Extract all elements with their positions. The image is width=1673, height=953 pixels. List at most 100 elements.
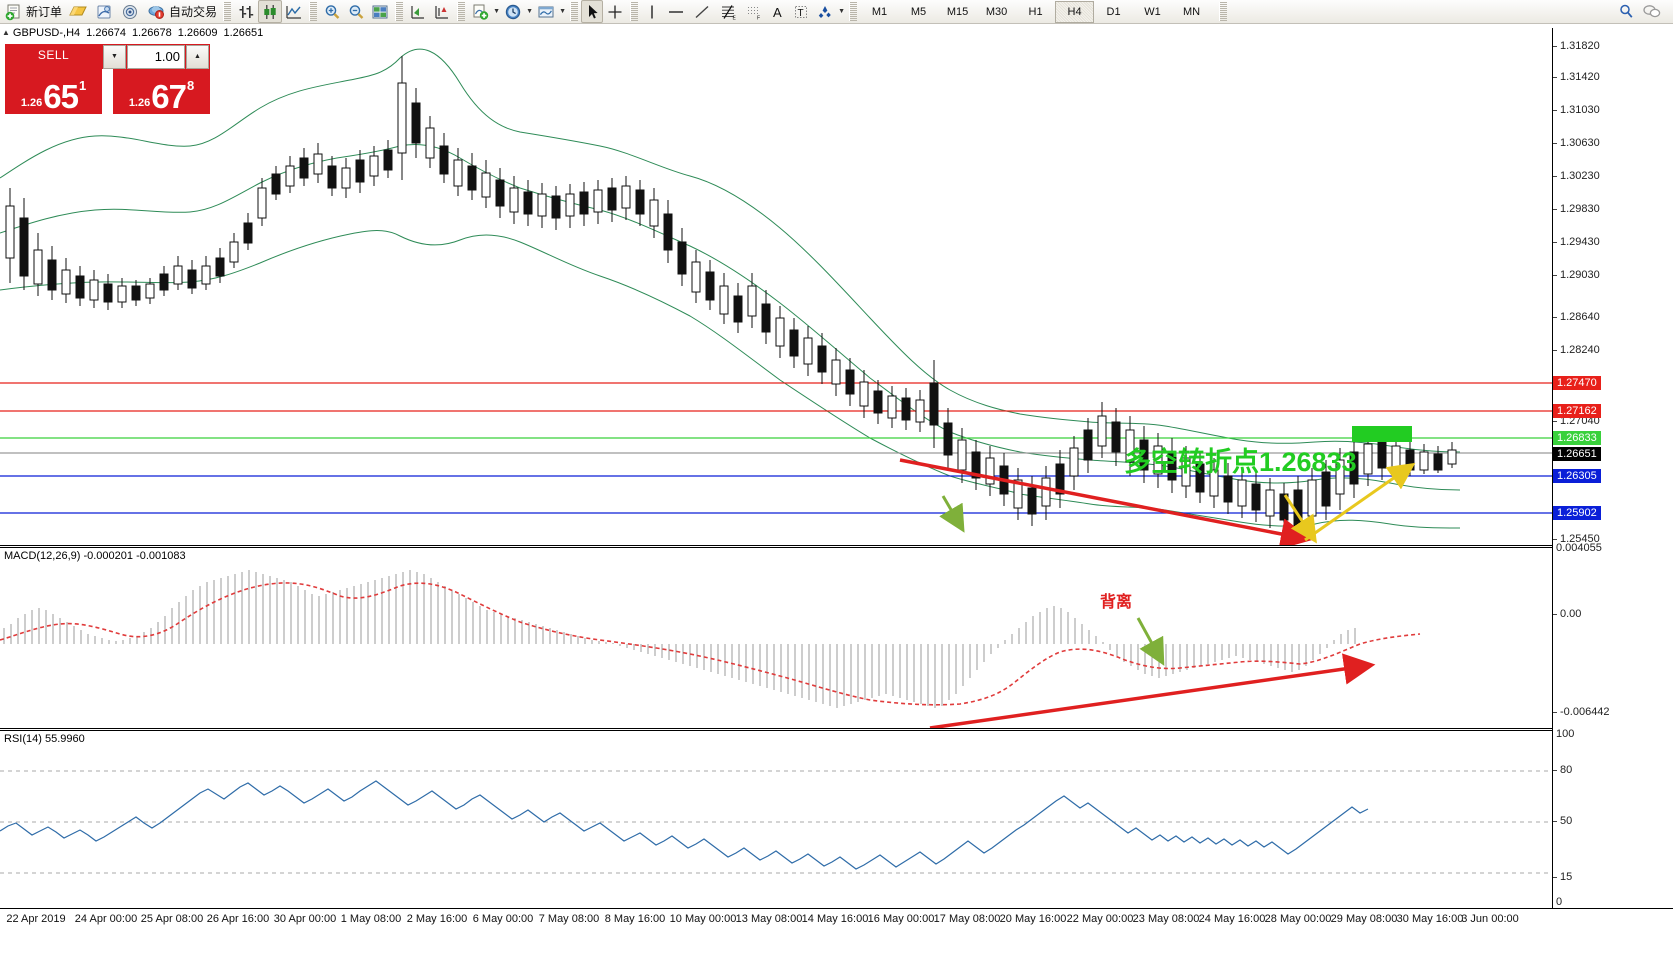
toolbar-separator <box>395 2 404 21</box>
time-label: 3 Jun 00:00 <box>1461 913 1519 925</box>
horizontal-line-button[interactable] <box>663 0 689 23</box>
level-badge-1-27162[interactable]: 1.27162 <box>1553 404 1601 418</box>
period-dropdown-arrow[interactable]: ▼ <box>526 8 533 15</box>
period-button[interactable] <box>501 0 525 23</box>
main-toolbar: 新订单 <box>0 0 1673 24</box>
one-click-trading-panel: SELL 1.26 65 1 BUY 1.26 67 8 ▼ 1.00 ▲ <box>5 44 210 114</box>
new-order-icon <box>5 3 23 21</box>
shapes-dropdown-arrow[interactable]: ▼ <box>838 8 845 15</box>
cursor-icon <box>584 3 600 21</box>
channel-button[interactable]: F <box>741 0 767 23</box>
toolbar-separator <box>457 2 466 21</box>
zoom-out-button[interactable] <box>344 0 368 23</box>
time-label: 23 May 08:00 <box>1132 913 1200 925</box>
macd-chart-svg <box>0 570 1421 728</box>
templates-button[interactable] <box>534 0 558 23</box>
time-label: 26 Apr 16:00 <box>206 913 270 925</box>
toolbar-separator <box>630 2 639 21</box>
new-order-button[interactable]: 新订单 <box>2 0 65 23</box>
bar-chart-icon <box>237 3 255 21</box>
rsi-line <box>0 780 1369 870</box>
trendline-icon <box>692 3 712 21</box>
collapse-triangle-icon[interactable]: ▲ <box>2 28 10 37</box>
time-label: 28 May 00:00 <box>1264 913 1332 925</box>
macd-axis-zero: 0.00 <box>1553 608 1581 620</box>
folder-button[interactable] <box>65 0 91 23</box>
time-label: 16 May 00:00 <box>867 913 935 925</box>
timeframe-d1[interactable]: D1 <box>1106 5 1121 18</box>
zoom-out-icon <box>347 3 365 21</box>
time-label: 30 Apr 00:00 <box>273 913 337 925</box>
candlestick-chart-button[interactable] <box>258 0 283 23</box>
tile-windows-button[interactable] <box>368 0 392 23</box>
profiles-icon <box>94 3 114 21</box>
time-label: 29 May 08:00 <box>1330 913 1398 925</box>
level-badge-1-25902[interactable]: 1.25902 <box>1553 506 1601 520</box>
time-label: 6 May 00:00 <box>472 913 534 925</box>
cursor-button[interactable] <box>581 0 604 23</box>
signals-button[interactable] <box>117 0 143 23</box>
timeframe-m15[interactable]: M15 <box>946 5 969 18</box>
level-badge-1-26833[interactable]: 1.26833 <box>1553 431 1601 445</box>
trendline-button[interactable] <box>689 0 715 23</box>
axis-tick: 1.29430 <box>1553 236 1600 248</box>
volume-dropdown-arrow[interactable]: ▼ <box>103 44 126 69</box>
zoom-in-icon <box>323 3 341 21</box>
templates-icon <box>537 3 555 21</box>
line-chart-button[interactable] <box>282 0 306 23</box>
zoom-in-button[interactable] <box>320 0 344 23</box>
time-axis[interactable]: 22 Apr 2019 24 Apr 00:00 25 Apr 08:00 26… <box>0 908 1673 931</box>
volume-input[interactable]: 1.00 <box>127 44 185 69</box>
axis-tick: 1.29030 <box>1553 269 1600 281</box>
time-label: 13 May 08:00 <box>735 913 803 925</box>
axis-tick: 1.30230 <box>1553 170 1600 182</box>
timeframe-m30[interactable]: M30 <box>985 5 1008 18</box>
vertical-line-button[interactable] <box>641 0 663 23</box>
crosshair-button[interactable] <box>603 0 627 23</box>
label-button[interactable]: T <box>789 0 813 23</box>
autotrading-button[interactable]: 自动交易 <box>143 0 220 23</box>
timeframe-m5[interactable]: M5 <box>910 5 927 18</box>
volume-up-arrow[interactable]: ▲ <box>186 44 209 69</box>
macd-pane[interactable]: MACD(12,26,9) -0.000201 -0.001083 背离 <box>0 547 1553 729</box>
price-pane[interactable]: 多空转折点1.26833 <box>0 28 1553 546</box>
chart-area[interactable]: 多空转折点1.26833 <box>0 28 1673 931</box>
level-badge-1-26305[interactable]: 1.26305 <box>1553 469 1601 483</box>
sell-button[interactable]: SELL 1.26 65 1 <box>5 44 102 114</box>
chat-icon[interactable] <box>1642 3 1662 20</box>
level-badge-1-27470[interactable]: 1.27470 <box>1553 376 1601 390</box>
profiles-button[interactable] <box>91 0 117 23</box>
shift-end-icon <box>409 3 427 21</box>
macd-histogram <box>3 570 1356 708</box>
macd-green-down-arrow <box>1136 617 1165 666</box>
time-label: 24 May 16:00 <box>1198 913 1266 925</box>
price-chart-svg <box>0 48 1552 545</box>
toolbar-separator <box>1219 2 1228 21</box>
downtrend-arrow <box>899 458 1313 545</box>
bar-chart-button[interactable] <box>234 0 258 23</box>
search-icon[interactable] <box>1618 3 1635 20</box>
axis-tick: 1.27040 <box>1553 415 1600 427</box>
shapes-button[interactable] <box>813 0 837 23</box>
auto-scroll-button[interactable] <box>430 0 454 23</box>
time-label: 22 May 00:00 <box>1066 913 1134 925</box>
svg-text:T: T <box>798 8 804 19</box>
timeframe-w1[interactable]: W1 <box>1144 5 1161 18</box>
time-label: 8 May 16:00 <box>604 913 666 925</box>
indicators-button[interactable] <box>468 0 492 23</box>
timeframe-mn[interactable]: MN <box>1182 5 1201 18</box>
rsi-pane[interactable]: RSI(14) 55.9960 <box>0 730 1553 909</box>
templates-dropdown-arrow[interactable]: ▼ <box>559 8 566 15</box>
vertical-line-icon <box>644 3 660 21</box>
timeframe-m1[interactable]: M1 <box>871 5 888 18</box>
timeframe-h1[interactable]: H1 <box>1028 5 1043 18</box>
macd-signal-line <box>0 582 1421 706</box>
shift-end-button[interactable] <box>406 0 430 23</box>
text-button[interactable]: A <box>767 0 789 23</box>
indicators-dropdown-arrow[interactable]: ▼ <box>493 8 500 15</box>
timeframe-h4[interactable]: H4 <box>1055 0 1095 23</box>
fibonacci-button[interactable]: E <box>715 0 741 23</box>
macd-axis-top: 0.004055 <box>1556 542 1602 554</box>
crosshair-icon <box>606 3 624 21</box>
price-axis[interactable]: 1.31820 1.31420 1.31030 1.30630 1.30230 … <box>1552 28 1673 931</box>
